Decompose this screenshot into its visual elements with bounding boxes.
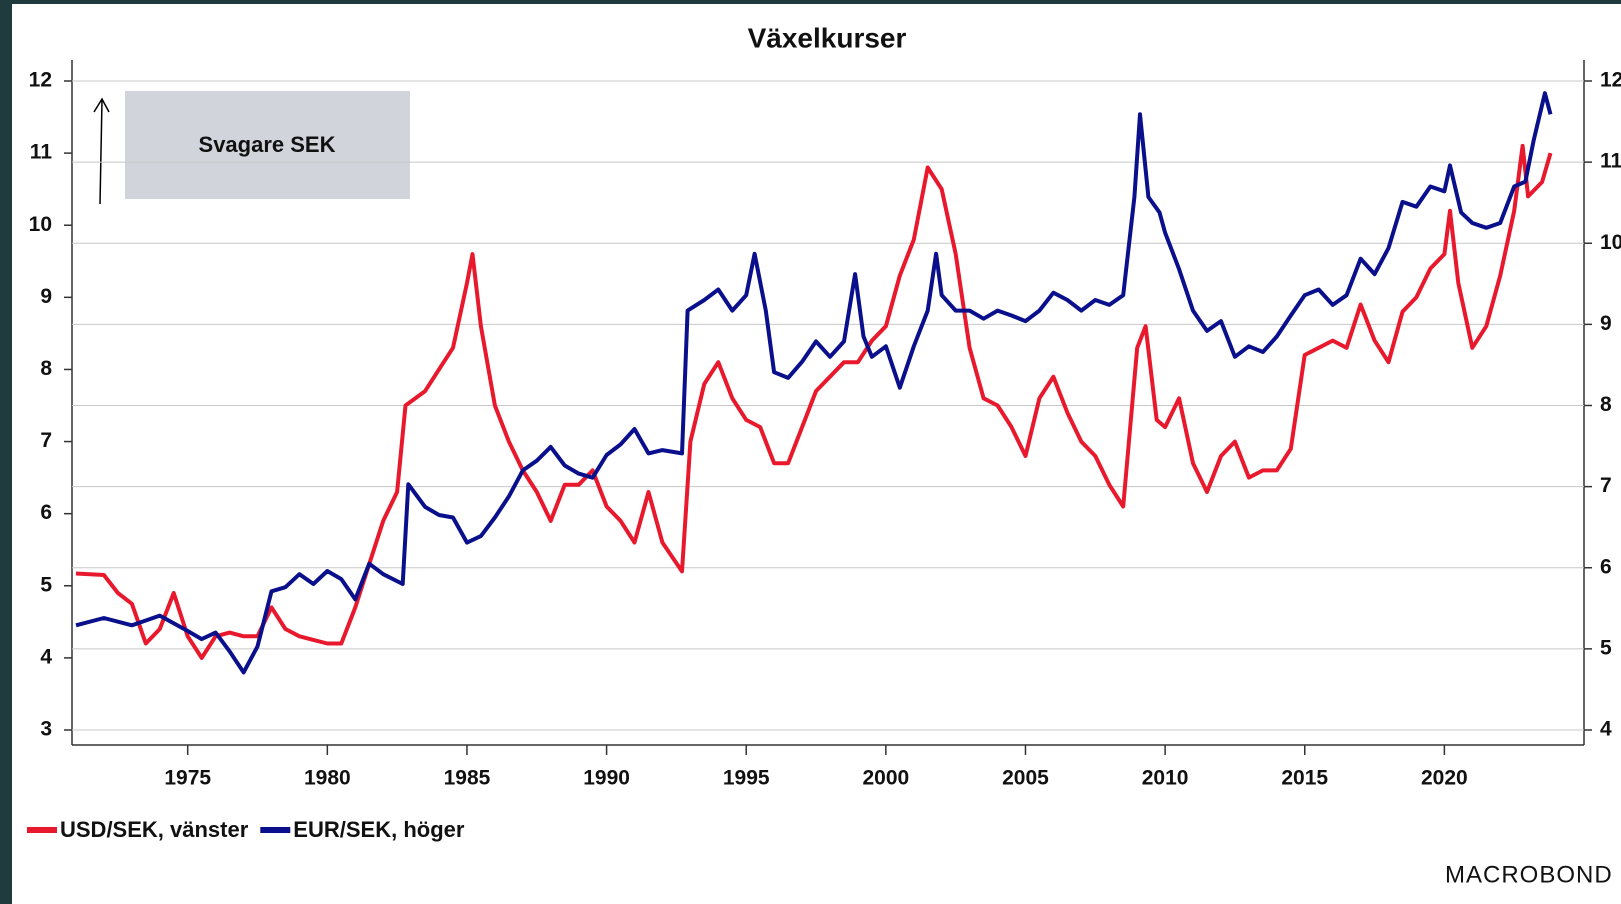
logo: MACROBOND xyxy=(1445,861,1613,888)
x-tick-label: 2020 xyxy=(1421,767,1468,790)
arrow xyxy=(99,99,103,205)
y-tick-label: 8 xyxy=(40,357,52,380)
y2-tick-label: 12 xyxy=(1600,69,1621,92)
y-tick-label: 10 xyxy=(29,213,52,236)
y-tick-label: 6 xyxy=(40,501,52,524)
y2-tick-label: 8 xyxy=(1600,393,1612,416)
y2-tick-label: 11 xyxy=(1600,150,1621,173)
y2-tick-label: 9 xyxy=(1600,312,1612,335)
legend-label: EUR/SEK, höger xyxy=(293,817,465,842)
y2-tick-label: 5 xyxy=(1600,636,1612,659)
arrow-head xyxy=(93,97,110,113)
y-tick-label: 3 xyxy=(40,718,52,741)
frame-left xyxy=(0,0,12,904)
y2-tick-label: 7 xyxy=(1600,474,1612,497)
y2-tick-label: 6 xyxy=(1600,555,1612,578)
x-tick-label: 2000 xyxy=(862,767,909,790)
annotation-box xyxy=(125,91,410,199)
series-line xyxy=(75,143,1553,660)
y-tick-label: 5 xyxy=(40,573,52,596)
x-tick-label: 1995 xyxy=(723,767,770,790)
y-tick-label: 4 xyxy=(40,645,52,668)
y-tick-label: 7 xyxy=(40,429,52,452)
x-tick-label: 1975 xyxy=(164,767,211,790)
legend-label: USD/SEK, vänster xyxy=(60,817,249,842)
y-tick-label: 12 xyxy=(29,69,52,92)
annotation: Svagare SEK xyxy=(199,132,336,157)
y2-tick-label: 4 xyxy=(1600,718,1612,741)
series-line xyxy=(75,91,1553,675)
x-tick-label: 1985 xyxy=(444,767,491,790)
x-tick-label: 2005 xyxy=(1002,767,1049,790)
frame-top xyxy=(0,0,1621,4)
x-tick-label: 1980 xyxy=(304,767,351,790)
chart-title: Växelkurser xyxy=(748,22,907,53)
y-tick-label: 11 xyxy=(30,141,53,164)
x-tick-label: 1990 xyxy=(583,767,630,790)
y2-tick-label: 10 xyxy=(1600,231,1621,254)
x-tick-label: 2015 xyxy=(1281,767,1328,790)
x-tick-label: 2010 xyxy=(1142,767,1189,790)
y-tick-label: 9 xyxy=(40,285,52,308)
